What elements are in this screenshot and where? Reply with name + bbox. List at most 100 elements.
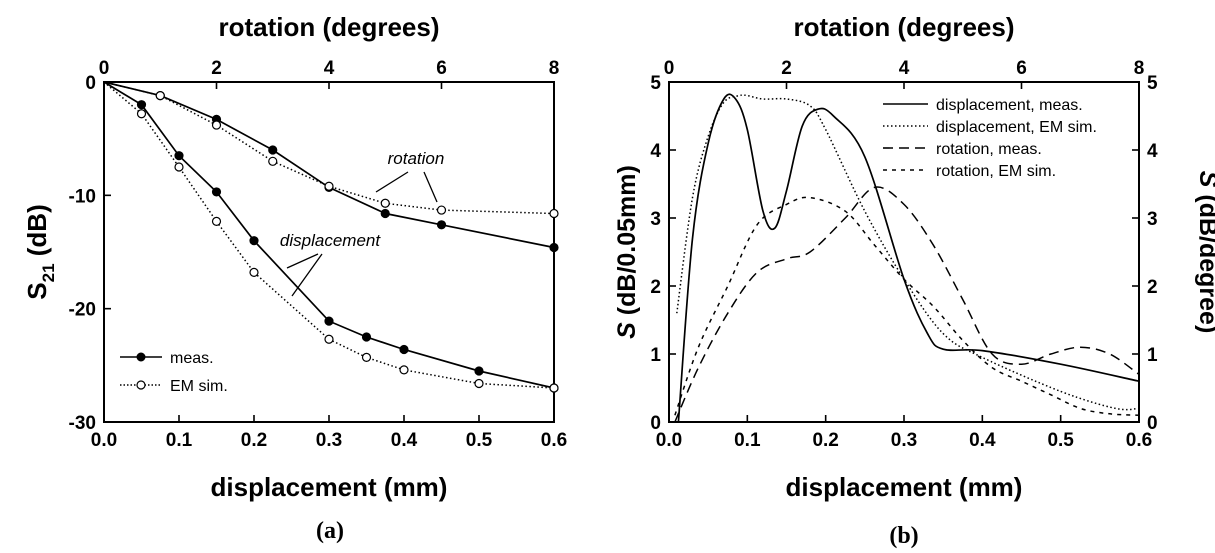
y-tick-label: 5 (650, 73, 661, 94)
top-x-tick-label: 8 (1134, 58, 1145, 79)
y-tick-label: -30 (69, 413, 96, 434)
annotation-rotation: rotation (388, 149, 445, 168)
panel-b: 0.0 0.1 0.2 0.3 0.4 0.5 0.60 2 4 6 80 01 12 23 34 45 5 r… (613, 12, 1215, 549)
y-tick-label: 0 (85, 73, 96, 94)
right-y-tick-label: 4 (1147, 141, 1158, 162)
top-x-tick-label: 8 (549, 58, 560, 79)
annotation-displacement-arrow-2 (291, 253, 323, 297)
y-axis-label-right-b: S (dB/degree) (1194, 171, 1215, 334)
legend-b-label: rotation, EM sim. (936, 163, 1056, 180)
y-tick-label: 1 (650, 345, 661, 366)
top-x-tick-label: 4 (324, 58, 335, 79)
data-point-rotation-meas (380, 208, 390, 219)
top-x-tick-label: 4 (899, 58, 910, 79)
data-point-rotation-em-sim (549, 208, 559, 219)
x-tick-label: 0.4 (969, 430, 996, 451)
data-point-rotation-em-sim (324, 181, 334, 191)
data-point-rotation-meas (436, 220, 447, 230)
data-point-displacement-meas (249, 236, 259, 246)
series-line-rotation-meas (674, 186, 1140, 423)
right-y-tick-label: 1 (1147, 345, 1158, 366)
data-point-rotation-meas (549, 242, 559, 253)
top-x-axis-label-b: rotation (degrees) (793, 12, 1014, 42)
legend-meas-marker (136, 352, 146, 362)
top-x-tick-label: 6 (436, 58, 447, 79)
legend-b-label: displacement, meas. (936, 97, 1083, 114)
x-tick-label: 0.6 (1126, 430, 1152, 451)
data-point-displacement-meas (211, 187, 222, 197)
data-point-rotation-em-sim (211, 120, 222, 130)
top-x-tick-label: 0 (99, 58, 110, 79)
x-tick-label: 0.4 (391, 430, 418, 451)
right-y-tick-label: 3 (1147, 209, 1158, 230)
data-point-rotation-em-sim (268, 156, 278, 166)
top-x-tick-label: 6 (1016, 58, 1027, 79)
y-tick-label: 0 (650, 413, 661, 434)
series-line-displacement-meas (677, 93, 1140, 423)
right-y-tick-label: 5 (1147, 73, 1158, 94)
data-point-displacement-em-sim (361, 352, 372, 362)
legend-meas-label: meas. (170, 350, 214, 367)
y-tick-label: 2 (650, 277, 661, 298)
legend-emsim-marker (136, 380, 146, 390)
legend-b-label: displacement, EM sim. (936, 119, 1097, 136)
y-tick-label: -20 (69, 300, 96, 321)
plot-frame-a (103, 81, 555, 423)
x-tick-label: 0.5 (466, 430, 493, 451)
annotation-rotation-arrow-2 (423, 171, 438, 203)
x-tick-label: 0.5 (1047, 430, 1074, 451)
legend-emsim-label: EM sim. (170, 378, 228, 395)
x-tick-label: 0.6 (541, 430, 567, 451)
x-tick-label: 0.2 (241, 430, 267, 451)
panel-a: 0.0 0.1 0.2 0.3 0.4 0.5 0.6 0 2 4 6 8 0 -10 -20 -30 rot… (22, 12, 567, 544)
top-x-tick-label: 2 (211, 58, 222, 79)
right-y-tick-label: 0 (1147, 413, 1158, 434)
x-tick-label: 0.0 (91, 430, 117, 451)
series-line-rotation-em-sim (674, 196, 1140, 416)
x-tick-label: 0.3 (316, 430, 342, 451)
data-point-displacement-em-sim (136, 109, 147, 119)
y-tick-label: 4 (650, 141, 661, 162)
y-tick-label: 3 (650, 209, 661, 230)
data-point-displacement-em-sim (249, 267, 259, 277)
data-point-displacement-meas (361, 332, 372, 342)
y-axis-label-left-b: S (dB/0.05mm) (613, 165, 641, 339)
panel-label-b: (b) (889, 523, 918, 549)
data-point-displacement-em-sim (174, 162, 184, 172)
y-tick-label: -10 (69, 186, 96, 207)
y-axis-label-a: S21 (dB) (22, 204, 58, 299)
x-tick-label: 0.3 (891, 430, 917, 451)
legend-a: meas. EM sim. (120, 350, 228, 395)
data-point-displacement-meas (136, 100, 147, 110)
x-tick-label: 0.1 (166, 430, 193, 451)
data-point-rotation-em-sim (155, 90, 165, 101)
data-point-rotation-em-sim (436, 205, 447, 215)
top-x-tick-label: 0 (664, 58, 675, 79)
data-point-displacement-meas (474, 366, 484, 376)
data-point-displacement-meas (174, 151, 184, 161)
data-point-displacement-em-sim (474, 378, 484, 389)
right-y-tick-label: 2 (1147, 277, 1158, 298)
x-tick-label: 0.1 (734, 430, 761, 451)
series-line-displacement-em-sim (676, 94, 1140, 411)
data-point-displacement-em-sim (399, 365, 409, 375)
x-axis-label-a: displacement (mm) (211, 472, 448, 502)
panel-label-a: (a) (316, 518, 344, 544)
annotation-displacement-arrow-1 (286, 253, 319, 269)
series-line-rotation-em-sim (103, 81, 555, 215)
series-line-rotation-meas (103, 81, 555, 249)
x-tick-label: 0.2 (812, 430, 838, 451)
data-point-rotation-em-sim (380, 198, 390, 208)
annotation-displacement: displacement (280, 231, 381, 250)
legend-b: displacement, meas. displacement, EM sim.… (883, 97, 1097, 180)
legend-b-label: rotation, meas. (936, 141, 1042, 158)
data-point-rotation-meas (268, 145, 278, 155)
data-point-displacement-em-sim (324, 334, 334, 344)
series-line-displacement-meas (103, 81, 555, 389)
data-point-displacement-meas (324, 316, 334, 326)
data-point-displacement-em-sim (211, 216, 222, 226)
top-x-axis-label-a: rotation (degrees) (218, 12, 439, 42)
data-point-displacement-meas (399, 344, 409, 355)
data-point-displacement-em-sim (549, 383, 559, 393)
